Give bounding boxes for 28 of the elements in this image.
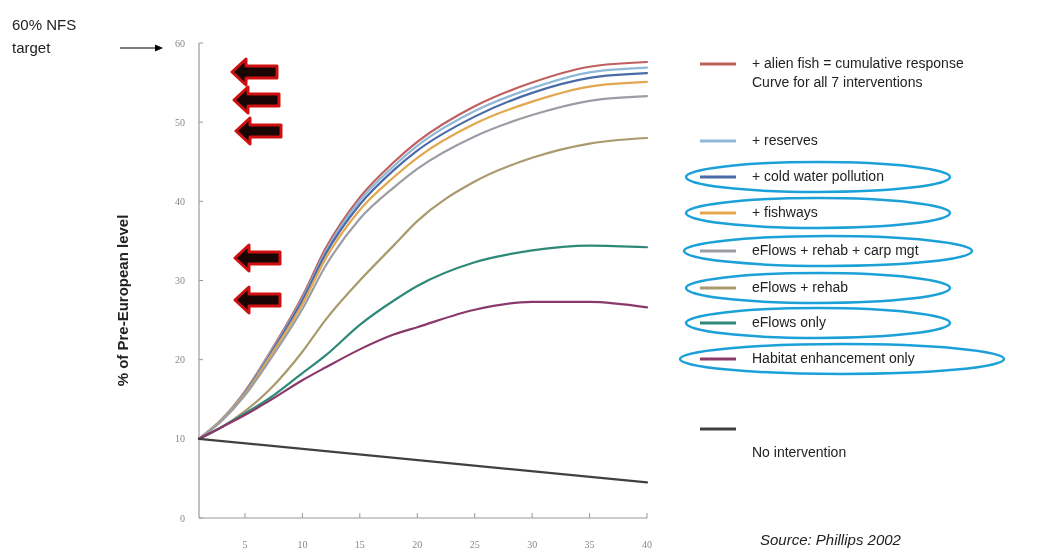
- x-tick-label: 10: [297, 539, 308, 550]
- y-tick-label: 60: [175, 37, 185, 49]
- y-tick-label: 40: [175, 195, 185, 207]
- legend-label: eFlows + rehab: [752, 278, 849, 295]
- legend-label: + alien fish = cumulative response Curve for all 7 interventions: [752, 54, 964, 90]
- line-series: [197, 300, 649, 440]
- legend-label: + cold water pollution: [752, 167, 884, 184]
- x-tick-label: 5: [242, 539, 248, 550]
- y-axis-title: % of Pre-European level: [114, 214, 131, 387]
- source-note: Source: Phillips 2002: [760, 531, 902, 548]
- y-tick-label: 20: [175, 354, 185, 366]
- legend-label: eFlows only: [752, 313, 826, 330]
- x-tick-label: 25: [469, 539, 480, 550]
- y-tick-label: 10: [175, 433, 185, 445]
- x-tick-label: 30: [527, 539, 538, 550]
- text: 60% NFS target: [12, 16, 77, 56]
- x-tick-label: 15: [354, 539, 365, 550]
- legend-label: + fishways: [752, 203, 818, 220]
- legend-label: + reserves: [752, 131, 818, 148]
- y-tick-label: 0: [180, 512, 185, 524]
- y-tick-label: 50: [175, 116, 185, 128]
- legend-label: eFlows + rehab + carp mgt: [752, 241, 919, 258]
- y-tick-label: 30: [175, 275, 185, 286]
- x-tick-label: 20: [412, 539, 423, 550]
- x-tick-label: 40: [642, 539, 652, 550]
- text: No intervention: [752, 443, 847, 460]
- x-tick-label: 35: [584, 539, 595, 550]
- legend-label: Habitat enhancement only: [752, 349, 915, 366]
